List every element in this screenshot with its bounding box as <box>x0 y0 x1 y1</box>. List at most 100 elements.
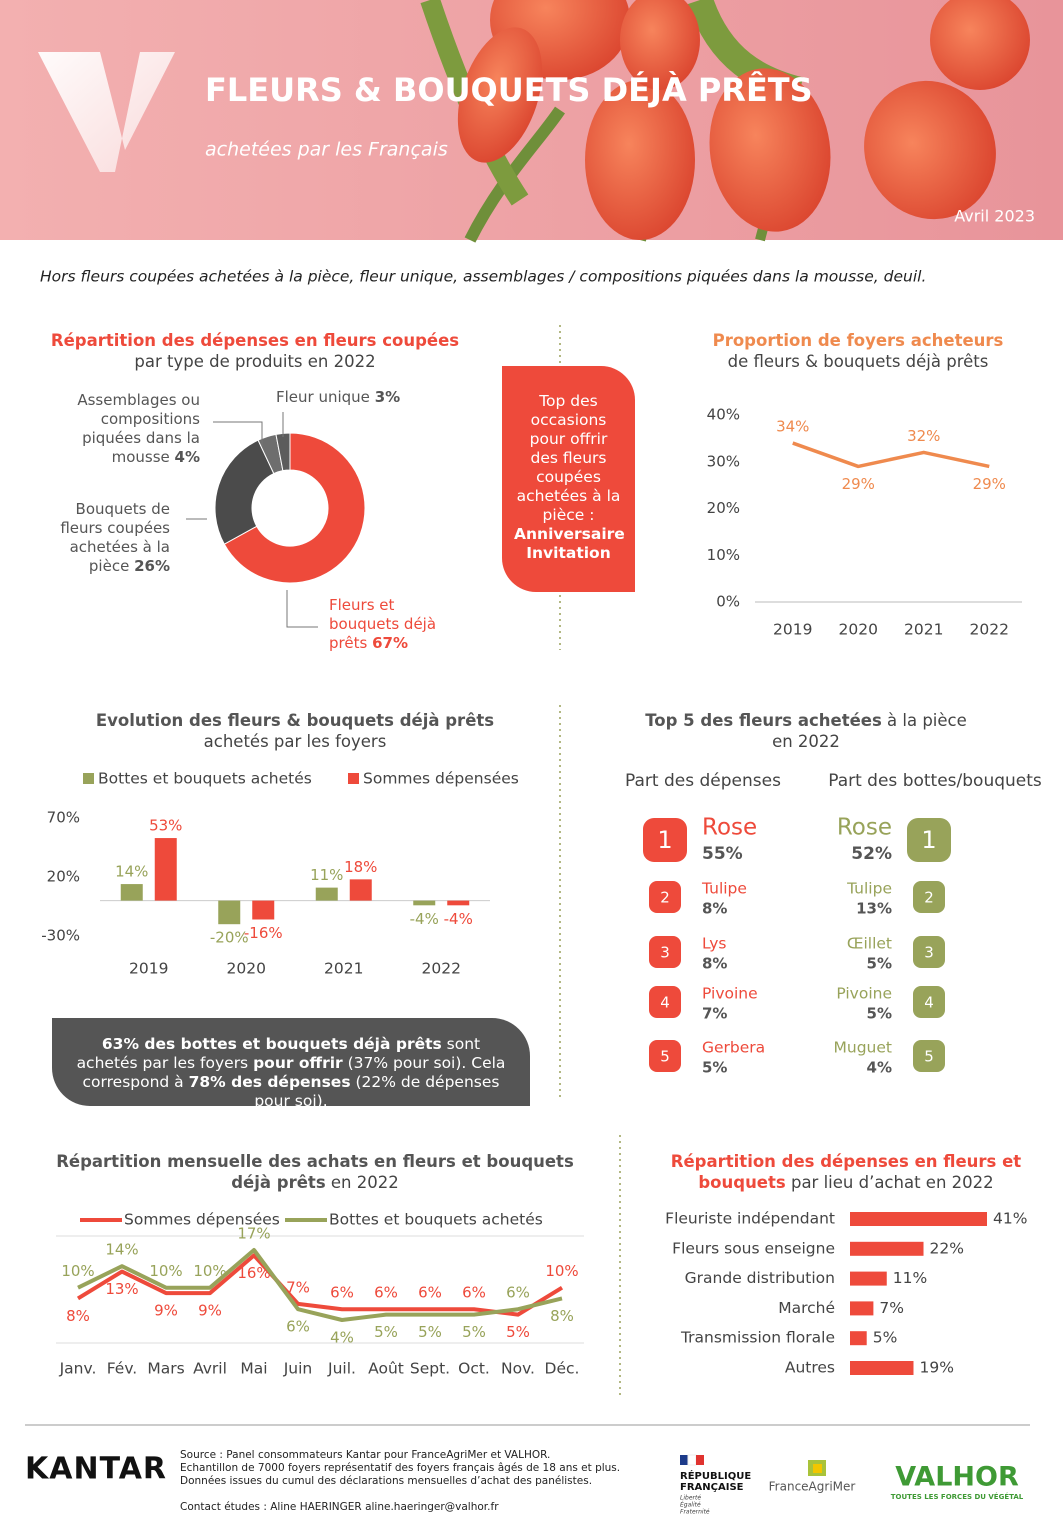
chart-title: Evolution des fleurs & bouquets déjà prê… <box>80 710 510 752</box>
flower-name: Muguet <box>834 1039 892 1057</box>
chart-title-main: Répartition mensuelle des achats en fleu… <box>56 1152 574 1192</box>
value-label: 11% <box>893 1269 927 1287</box>
x-tick-label: Janv. <box>59 1360 97 1378</box>
bar <box>413 900 436 906</box>
legend-label: Sommes dépensées <box>124 1211 280 1229</box>
y-tick-label: 20% <box>47 868 80 886</box>
bar <box>120 884 143 901</box>
x-tick-label: Mai <box>240 1360 267 1378</box>
chart-title-main: Evolution des fleurs & bouquets déjà prê… <box>95 711 495 730</box>
flower-share: 55% <box>702 844 743 864</box>
flower-share: 13% <box>856 900 892 918</box>
x-tick-label: Août <box>368 1360 404 1378</box>
chart-subtitle: par lieu d’achat en 2022 <box>790 1173 994 1192</box>
flower-share: 52% <box>851 844 892 864</box>
rank-badge <box>913 986 945 1018</box>
rank-badge <box>649 1040 681 1072</box>
source-line: Echantillon de 7000 foyers représentatif… <box>180 1462 620 1474</box>
value-label: -4% <box>444 910 473 928</box>
devise: Égalité <box>680 1501 701 1509</box>
insight-run: pour offrir <box>253 1054 343 1072</box>
source-line: Données issues du cumul des déclarations… <box>180 1475 592 1487</box>
value-label: 5% <box>418 1323 442 1341</box>
chart-title: Répartition des dépenses en fleurs et bo… <box>666 1151 1026 1193</box>
value-label: 5% <box>873 1329 898 1347</box>
insight-run: (37% pour soi). Cela correspond à <box>82 1054 506 1091</box>
value-label: 6% <box>330 1284 354 1302</box>
value-label: 11% <box>310 866 343 884</box>
bar <box>850 1212 987 1226</box>
value-label: 6% <box>418 1284 442 1302</box>
line-series <box>76 1253 564 1317</box>
value-label: 29% <box>973 475 1006 493</box>
x-tick-label: Sept. <box>410 1360 450 1378</box>
value-label: 22% <box>930 1239 964 1257</box>
insight-run: (22% de dépenses pour soi). <box>254 1073 500 1110</box>
bar <box>850 1271 887 1286</box>
donut-label: Fleurs et bouquets déjà prêts 67% <box>329 596 449 653</box>
x-tick-label: Fév. <box>107 1360 138 1378</box>
rank-number: 3 <box>924 944 934 962</box>
value-label: 29% <box>842 475 875 493</box>
value-label: 17% <box>237 1225 270 1243</box>
bar <box>447 900 470 906</box>
flower-share: 5% <box>867 1005 892 1023</box>
flower-name: Gerbera <box>702 1039 765 1057</box>
category-label: Fleur unique <box>276 388 370 406</box>
flower-share: 8% <box>702 900 727 918</box>
value-label: 18% <box>344 858 377 876</box>
flower-name: Œillet <box>847 935 892 953</box>
valhor-logo: VALHOR <box>895 1462 1019 1493</box>
value-label: -16% <box>244 924 283 942</box>
flower-share: 5% <box>867 955 892 973</box>
rank-number: 4 <box>924 994 934 1012</box>
category-label: Marché <box>778 1299 835 1317</box>
rank-badge <box>913 881 945 913</box>
x-tick-label: 2022 <box>422 960 461 978</box>
leader-line <box>213 421 263 446</box>
x-tick-label: Déc. <box>545 1360 580 1378</box>
category-label: Assemblages ou compositions piquées dans… <box>77 391 200 466</box>
franceagrimer-logo: FranceAgriMer <box>769 1480 856 1494</box>
rank-number: 5 <box>660 1048 670 1066</box>
chart-subtitle: par type de produits en 2022 <box>134 352 376 371</box>
chart-title-main: Répartition des dépenses en fleurs coupé… <box>50 331 460 350</box>
x-tick-label: Avril <box>193 1360 227 1378</box>
flower-share: 8% <box>702 955 727 973</box>
flower-share: 7% <box>702 1005 727 1023</box>
value-label: 7% <box>879 1299 904 1317</box>
y-tick-label: 20% <box>707 499 740 517</box>
y-tick-label: 40% <box>707 406 740 424</box>
bar <box>154 838 177 901</box>
rank-number: 2 <box>924 889 934 907</box>
donut-slice <box>275 432 291 472</box>
value-label: 13% <box>105 1280 138 1298</box>
x-tick-label: Oct. <box>458 1360 490 1378</box>
bar <box>850 1301 874 1316</box>
value-label: 19% <box>919 1359 953 1377</box>
source-line: Source : Panel consommateurs Kantar pour… <box>180 1449 550 1461</box>
category-label: Transmission florale <box>680 1329 835 1347</box>
header-subtitle: achetées par les Français <box>205 139 448 161</box>
value-label: 10% <box>61 1262 94 1280</box>
rank-number: 1 <box>921 826 936 854</box>
y-tick-label: 0% <box>716 593 740 611</box>
category-label: Fleurs sous enseigne <box>672 1239 835 1257</box>
column-heading: Part des dépenses <box>625 771 781 791</box>
devise: Liberté <box>680 1495 701 1502</box>
value-label: 6% <box>374 1284 398 1302</box>
bar <box>850 1331 867 1346</box>
value-label: 26% <box>134 557 170 575</box>
y-tick-label: 30% <box>707 452 740 470</box>
value-label: 9% <box>154 1302 178 1320</box>
rank-number: 5 <box>924 1048 934 1066</box>
y-tick-label: 70% <box>47 809 80 827</box>
header-image <box>0 0 1063 243</box>
x-tick-label: Juin <box>283 1360 313 1378</box>
rank-badge <box>649 986 681 1018</box>
rank-badge <box>913 1040 945 1072</box>
insight-run: 78% des dépenses <box>188 1073 351 1091</box>
legend-swatch <box>348 773 359 784</box>
rank-number: 4 <box>660 994 670 1012</box>
value-label: 6% <box>462 1284 486 1302</box>
